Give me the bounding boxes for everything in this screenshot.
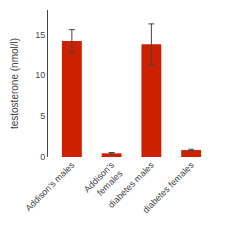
svg-text:5: 5: [40, 111, 45, 121]
svg-text:10: 10: [35, 70, 45, 80]
svg-text:Addison'sfemales: Addison'sfemales: [82, 160, 125, 203]
svg-text:0: 0: [40, 152, 45, 162]
svg-text:testosterone (nmol/l): testosterone (nmol/l): [9, 38, 20, 129]
svg-text:diabetes females: diabetes females: [141, 160, 197, 216]
svg-text:diabetes males: diabetes males: [106, 160, 156, 210]
svg-text:15: 15: [35, 30, 45, 40]
svg-text:Addison's males: Addison's males: [23, 160, 77, 214]
